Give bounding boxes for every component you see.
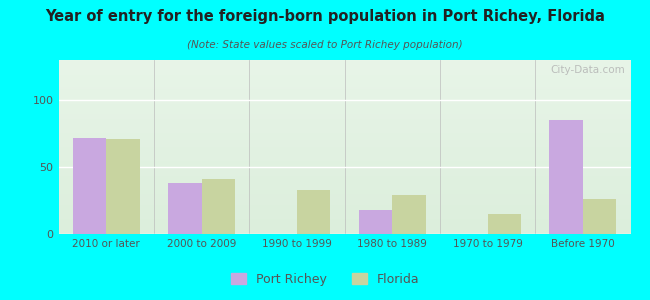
Bar	[359, 210, 392, 234]
Bar	[583, 199, 616, 234]
Bar	[202, 179, 235, 234]
Text: (Note: State values scaled to Port Richey population): (Note: State values scaled to Port Riche…	[187, 40, 463, 50]
Text: City-Data.com: City-Data.com	[550, 65, 625, 75]
Bar	[168, 183, 202, 234]
Bar	[488, 214, 521, 234]
Bar	[106, 139, 140, 234]
Bar	[297, 190, 330, 234]
Bar	[549, 120, 583, 234]
Legend: Port Richey, Florida: Port Richey, Florida	[226, 268, 424, 291]
Text: Year of entry for the foreign-born population in Port Richey, Florida: Year of entry for the foreign-born popul…	[45, 9, 605, 24]
Bar	[392, 195, 426, 234]
Bar	[73, 138, 106, 234]
